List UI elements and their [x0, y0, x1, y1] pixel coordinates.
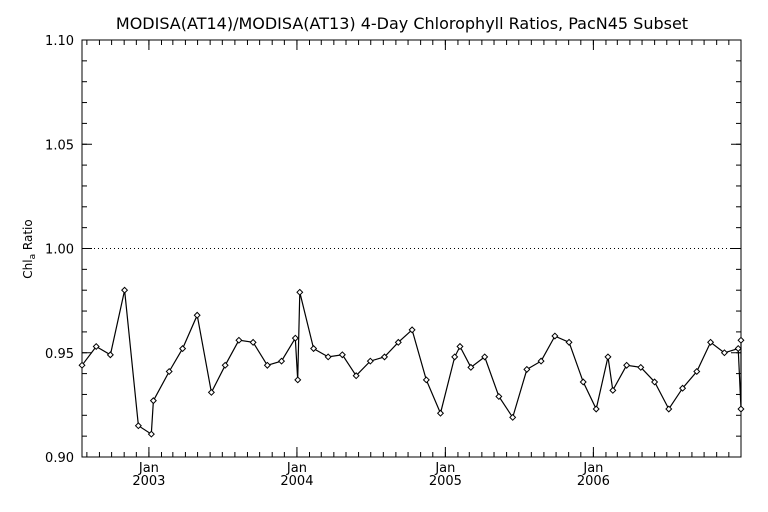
data-point	[551, 332, 559, 340]
y-axis: 0.90 0.95 1.00 1.05 1.10	[45, 34, 741, 466]
data-point	[481, 353, 489, 361]
data-point	[165, 367, 173, 376]
data-point	[296, 288, 304, 296]
data-point	[637, 363, 645, 371]
data-point	[249, 338, 257, 346]
data-point	[207, 388, 215, 396]
data-point	[565, 338, 573, 346]
x-tick-year: 2004	[280, 474, 313, 489]
y-tick-label: 0.95	[45, 347, 74, 362]
data-point	[221, 361, 229, 369]
data-point	[651, 378, 659, 386]
chart-title: MODISA(AT14)/MODISA(AT13) 4-Day Chloroph…	[116, 14, 688, 33]
data-point	[380, 353, 389, 361]
y-tick-label: 1.05	[45, 138, 74, 153]
data-point	[579, 378, 587, 386]
data-point	[193, 311, 201, 319]
data-point	[338, 351, 346, 359]
data-point	[609, 386, 617, 394]
data-point	[149, 397, 157, 405]
data-point	[679, 384, 687, 392]
data-point	[78, 361, 86, 369]
series-points	[78, 286, 745, 438]
data-point	[147, 430, 155, 438]
data-point	[737, 336, 745, 344]
data-point	[456, 342, 464, 351]
data-point	[707, 338, 715, 346]
data-point	[352, 372, 360, 380]
data-point	[235, 336, 243, 344]
data-point	[720, 349, 728, 357]
x-tick-month: Jan	[582, 461, 603, 476]
data-point	[179, 345, 187, 353]
x-tick-month: Jan	[434, 461, 455, 476]
data-point	[523, 365, 531, 373]
x-tick-month: Jan	[286, 461, 307, 476]
y-axis-label: Chla Ratio	[21, 219, 38, 278]
y-tick-label: 1.00	[45, 243, 74, 258]
x-tick-year: 2006	[577, 474, 610, 489]
data-point	[436, 409, 445, 417]
data-point	[121, 286, 129, 294]
y-tick-label: 0.90	[45, 451, 74, 466]
data-point	[422, 376, 430, 384]
data-point	[294, 376, 302, 384]
data-point	[737, 405, 745, 413]
series-line	[81, 290, 742, 436]
data-point	[366, 357, 374, 365]
x-tick-year: 2003	[132, 474, 165, 489]
data-point	[106, 351, 114, 359]
data-point	[693, 367, 701, 376]
data-point	[467, 363, 475, 371]
data-point	[495, 392, 503, 401]
data-point	[592, 405, 600, 413]
data-point	[734, 345, 742, 353]
data-point	[408, 326, 416, 334]
data-point	[665, 405, 673, 413]
x-tick-month: Jan	[138, 461, 159, 476]
data-point	[134, 422, 142, 430]
data-point	[509, 413, 517, 421]
data-point	[537, 357, 545, 365]
data-point	[310, 345, 318, 353]
data-point	[623, 361, 631, 369]
data-point	[263, 361, 271, 369]
data-point	[92, 342, 100, 351]
x-tick-year: 2005	[429, 474, 462, 489]
data-point	[277, 357, 286, 365]
data-point	[291, 334, 299, 342]
data-point	[394, 338, 402, 346]
y-tick-label: 1.10	[45, 34, 74, 49]
data-point	[604, 353, 612, 361]
data-point	[324, 353, 332, 361]
data-point	[451, 353, 459, 361]
